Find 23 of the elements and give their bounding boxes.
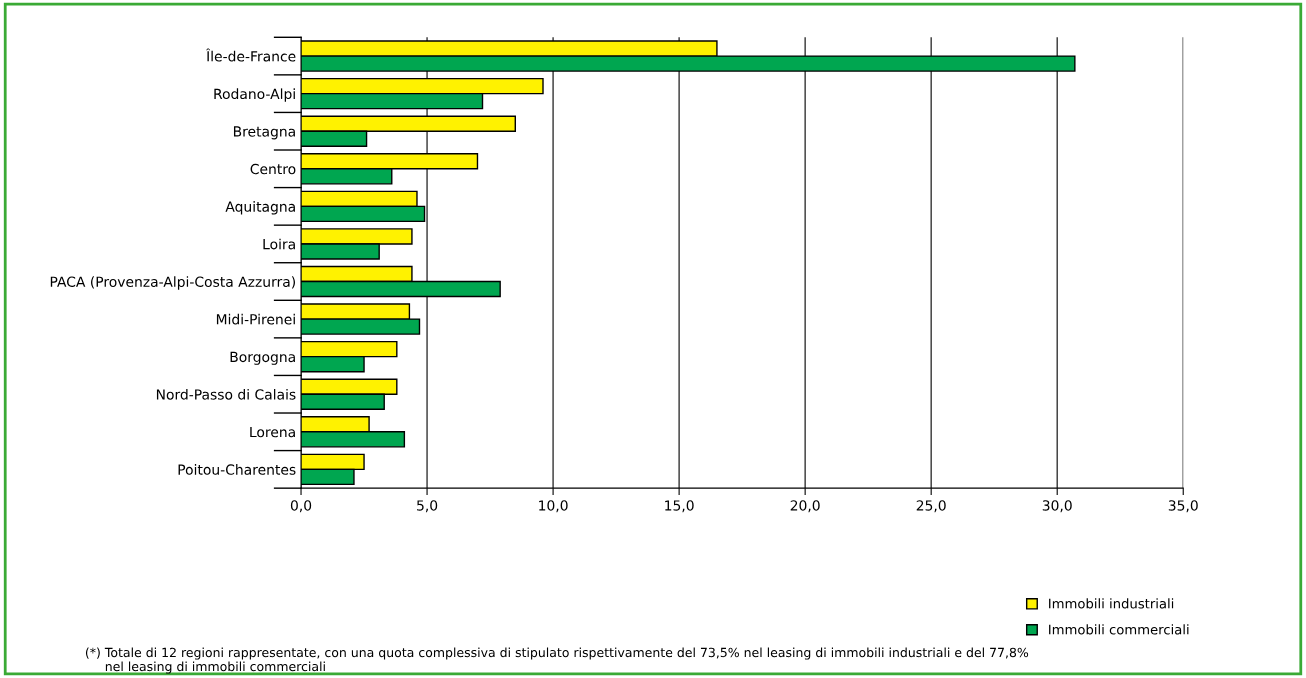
y-tick-label: Nord-Passo di Calais	[156, 388, 296, 400]
x-tick-label: 0,0	[290, 500, 312, 513]
y-tick-label: Lorena	[250, 426, 295, 438]
y-tick-label: Aquitagna	[225, 201, 295, 215]
y-tick-label: PACA (Provenza-Alpi-Costa Azzurra)	[50, 276, 295, 290]
y-tick-label: Poitou-Charentes	[178, 464, 296, 475]
y-tick-label: Borgogna	[230, 351, 295, 365]
y-tick-label: Centro	[250, 163, 296, 175]
legend-label: Immobili commerciali	[1049, 624, 1189, 635]
legend-label: Immobili industriali	[1049, 598, 1174, 609]
x-tick-label: 10,0	[539, 500, 568, 513]
y-tick-label: Rodano-Alpi	[214, 88, 295, 102]
x-tick-label: 30,0	[1042, 500, 1072, 513]
x-tick-label: 15,0	[665, 500, 694, 513]
x-tick-label: 20,0	[790, 500, 820, 513]
y-tick-label: Loira	[263, 238, 295, 250]
x-tick-label: 35,0	[1168, 500, 1198, 513]
y-tick-label: Île-de-France	[206, 48, 296, 62]
text: (*) Totale di 12 regioni rappresentate, con una quota complessiva di stipulato rispettivamente del 73,5% nel leasing di immobili industriali e del 77,8% nel leasing di immobili commerciali	[85, 647, 1029, 674]
y-tick-label: Midi-Pirenei	[216, 313, 295, 325]
x-tick-label: 25,0	[916, 500, 946, 513]
y-tick-label: Bretagna	[233, 126, 295, 140]
x-tick-label: 5,0	[417, 500, 438, 513]
